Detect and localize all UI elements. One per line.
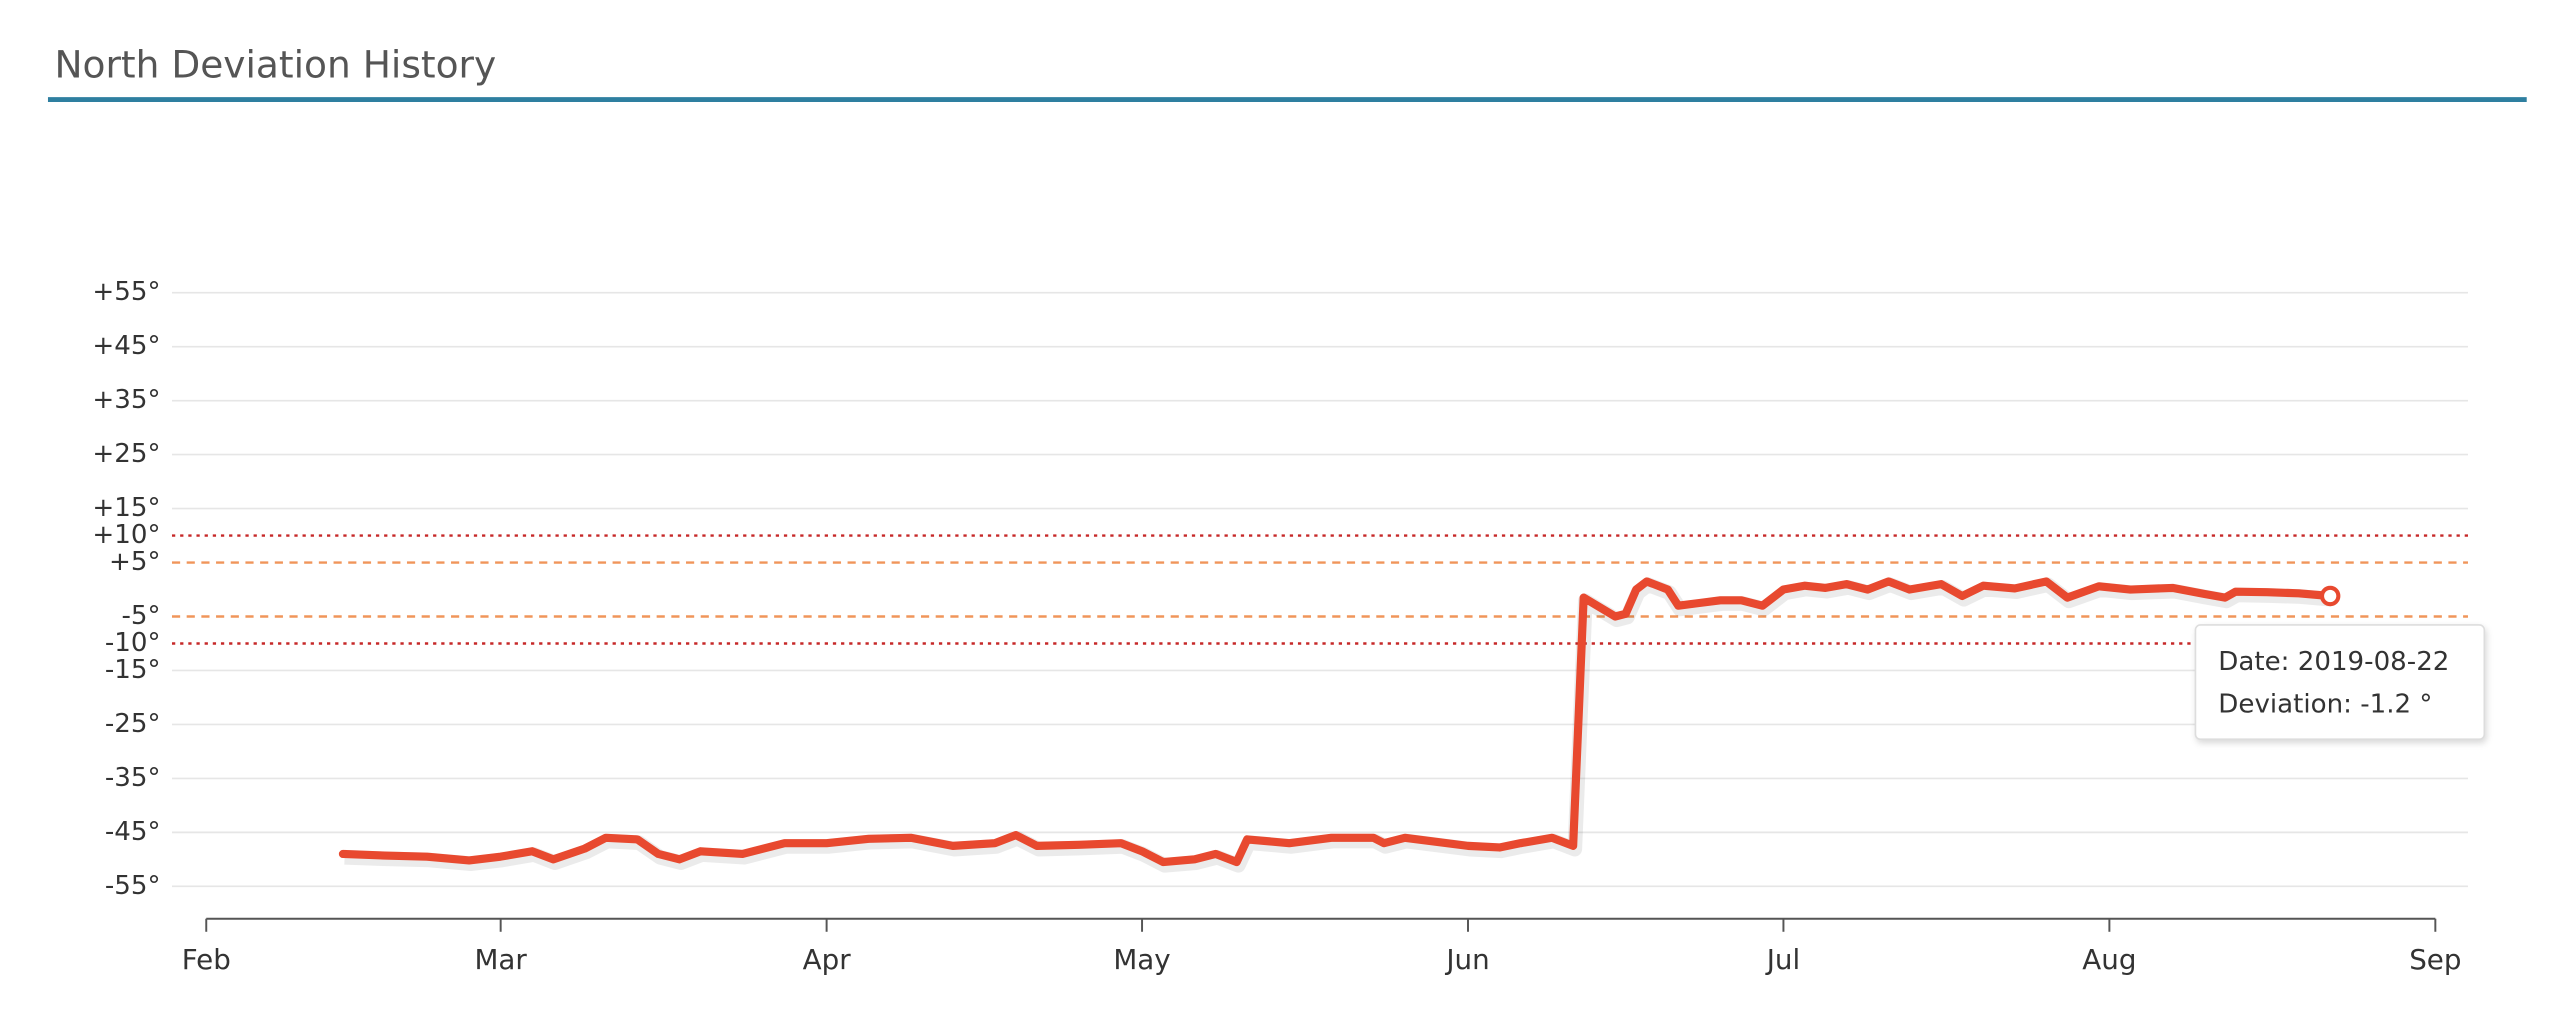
hover-marker — [2319, 585, 2341, 607]
threshold-label: +5° — [109, 547, 161, 577]
x-tick-label: May — [1113, 943, 1170, 976]
y-tick-label: +45° — [92, 331, 160, 361]
x-tick-label: Aug — [2082, 943, 2136, 976]
x-tick-label: Jul — [1765, 943, 1800, 976]
tooltip-text: Date: 2019-08-22 — [2218, 647, 2449, 677]
x-tick-label: Sep — [2409, 943, 2461, 976]
y-tick-label: -25° — [105, 709, 161, 739]
line — [338, 577, 2335, 867]
x-tick-label: Apr — [803, 943, 852, 976]
chart-title: North Deviation History — [54, 42, 496, 86]
tooltip-box — [2194, 624, 2486, 741]
threshold-label: +10° — [92, 520, 160, 550]
tooltip: Date: 2019-08-22 Deviation: -1.2 ° — [2194, 624, 2486, 741]
y-tick-label: +25° — [92, 439, 160, 469]
y-tick-label: -45° — [105, 817, 161, 847]
x-tick-label: Feb — [182, 943, 231, 976]
threshold-label: -10° — [105, 628, 161, 658]
y-tick-label: -35° — [105, 763, 161, 793]
y-tick-label: -15° — [105, 655, 161, 685]
x-tick-label: Jun — [1444, 943, 1489, 976]
y-tick-label: -55° — [105, 871, 161, 901]
y-tick-label: +35° — [92, 385, 160, 415]
y-tick-label: +55° — [92, 277, 160, 307]
threshold-label: -5° — [121, 601, 160, 631]
x-tick-label: Mar — [474, 943, 527, 976]
y-tick-label: +15° — [92, 493, 160, 523]
tooltip-text: Deviation: -1.2 ° — [2218, 689, 2432, 719]
